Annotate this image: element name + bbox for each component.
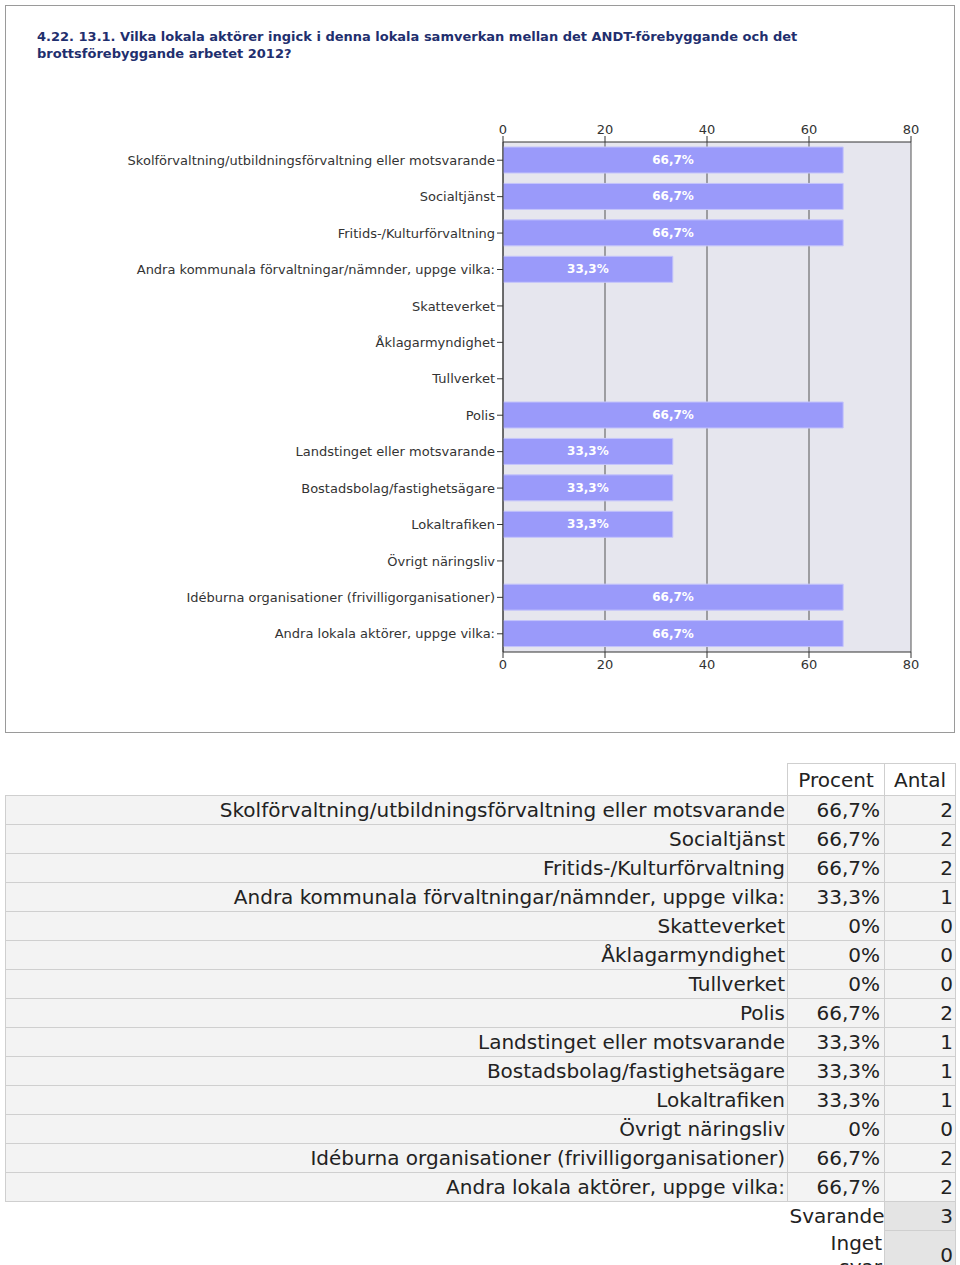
svg-text:33,3%: 33,3% (567, 517, 609, 531)
svg-text:0: 0 (499, 657, 507, 672)
html-text:0: 0 (940, 943, 953, 967)
svg-text:Andra kommunala förvaltningar/: Andra kommunala förvaltningar/nämnder, u… (137, 262, 495, 277)
html-text:Andra kommunala förvaltningar/: Andra kommunala förvaltningar/nämnder, u… (233, 885, 785, 909)
html-text:2: 2 (940, 1175, 953, 1199)
svg-text:Åklagarmyndighet: Åklagarmyndighet (376, 335, 495, 350)
html-text:4.22. 13.1. Vilka lokala aktör: 4.22. 13.1. Vilka lokala aktörer ingick … (37, 29, 798, 61)
html-text:Skatteverket: Skatteverket (657, 914, 785, 938)
html-text:1: 1 (940, 1030, 953, 1054)
html-text:0: 0 (940, 914, 953, 938)
html-text:2: 2 (940, 827, 953, 851)
svg-text:80: 80 (903, 122, 920, 137)
html-text:Skolförvaltning/utbildningsför: Skolförvaltning/utbildningsförvaltning e… (219, 798, 785, 822)
html-text:Procent: Procent (798, 767, 874, 792)
html-text:Svarande: Svarande (789, 1204, 885, 1229)
html-text:3: 3 (940, 1204, 953, 1228)
html-text:1: 1 (940, 1059, 953, 1083)
svg-text:Bostadsbolag/fastighetsägare: Bostadsbolag/fastighetsägare (301, 481, 495, 496)
svg-text:66,7%: 66,7% (652, 590, 694, 604)
html-text:33,3%: 33,3% (816, 1030, 880, 1054)
html-text:Socialtjänst: Socialtjänst (669, 827, 785, 851)
svg-text:Polis: Polis (466, 408, 496, 423)
html-text:Övrigt näringsliv: Övrigt näringsliv (619, 1117, 785, 1141)
svg-text:Socialtjänst: Socialtjänst (420, 189, 495, 204)
svg-text:33,3%: 33,3% (567, 481, 609, 495)
html-text:Bostadsbolag/fastighetsägare: Bostadsbolag/fastighetsägare (486, 1059, 785, 1083)
svg-text:60: 60 (801, 122, 818, 137)
svg-text:Övrigt näringsliv: Övrigt näringsliv (387, 553, 495, 569)
html-text:Andra lokala aktörer, uppge vi: Andra lokala aktörer, uppge vilka: (446, 1175, 785, 1199)
svg-text:Fritids-/Kulturförvaltning: Fritids-/Kulturförvaltning (338, 226, 495, 241)
html-text:2: 2 (940, 1001, 953, 1025)
html-text:33,3%: 33,3% (816, 1088, 880, 1112)
svg-text:Skolförvaltning/utbildningsför: Skolförvaltning/utbildningsförvaltning e… (128, 153, 495, 168)
html-text:33,3%: 33,3% (816, 1059, 880, 1083)
html-text:0%: 0% (848, 914, 880, 938)
svg-text:33,3%: 33,3% (567, 262, 609, 276)
html-text:0: 0 (940, 972, 953, 996)
svg-text:66,7%: 66,7% (652, 226, 694, 240)
svg-text:40: 40 (699, 657, 716, 672)
html-text:66,7%: 66,7% (816, 827, 880, 851)
html-text:2: 2 (940, 1146, 953, 1170)
html-text:Tullverket: Tullverket (688, 972, 785, 996)
html-text:Åklagarmyndighet: Åklagarmyndighet (601, 943, 785, 967)
html-text:Idéburna organisationer (frivi: Idéburna organisationer (frivilligorgani… (310, 1146, 785, 1170)
html-text:0%: 0% (848, 943, 880, 967)
svg-text:33,3%: 33,3% (567, 444, 609, 458)
svg-text:66,7%: 66,7% (652, 627, 694, 641)
svg-text:20: 20 (597, 122, 614, 137)
svg-text:40: 40 (699, 122, 716, 137)
html-text:2: 2 (940, 798, 953, 822)
svg-text:60: 60 (801, 657, 818, 672)
html-text:2: 2 (940, 856, 953, 880)
svg-text:Idéburna organisationer (frivi: Idéburna organisationer (frivilligorgani… (187, 590, 495, 605)
svg-text:20: 20 (597, 657, 614, 672)
html-text:0: 0 (940, 1117, 953, 1141)
svg-text:Skatteverket: Skatteverket (412, 299, 495, 314)
html-text:66,7%: 66,7% (816, 1146, 880, 1170)
svg-text:Tullverket: Tullverket (431, 371, 495, 386)
html-text:66,7%: 66,7% (816, 798, 880, 822)
svg-text:66,7%: 66,7% (652, 153, 694, 167)
svg-text:66,7%: 66,7% (652, 189, 694, 203)
svg-text:0: 0 (499, 122, 507, 137)
html-text:Polis: Polis (739, 1001, 785, 1025)
html-text:1: 1 (940, 885, 953, 909)
svg-text:80: 80 (903, 657, 920, 672)
html-text:Lokaltrafiken: Lokaltrafiken (656, 1088, 785, 1112)
html-text:1: 1 (940, 1088, 953, 1112)
svg-text:Andra lokala aktörer, uppge vi: Andra lokala aktörer, uppge vilka: (275, 626, 495, 641)
html-text:0%: 0% (848, 972, 880, 996)
svg-text:Lokaltrafiken: Lokaltrafiken (411, 517, 495, 532)
html-text:Antal: Antal (894, 767, 946, 792)
html-text:66,7%: 66,7% (816, 1001, 880, 1025)
html-text:0%: 0% (848, 1117, 880, 1141)
html-text:33,3%: 33,3% (816, 885, 880, 909)
html-text:66,7%: 66,7% (816, 856, 880, 880)
svg-text:66,7%: 66,7% (652, 408, 694, 422)
svg-text:Landstinget eller motsvarande: Landstinget eller motsvarande (295, 444, 495, 459)
html-text:Landstinget eller motsvarande: Landstinget eller motsvarande (478, 1030, 785, 1054)
html-text:Fritids-/Kulturförvaltning: Fritids-/Kulturförvaltning (543, 856, 785, 880)
html-text:66,7%: 66,7% (816, 1175, 880, 1199)
